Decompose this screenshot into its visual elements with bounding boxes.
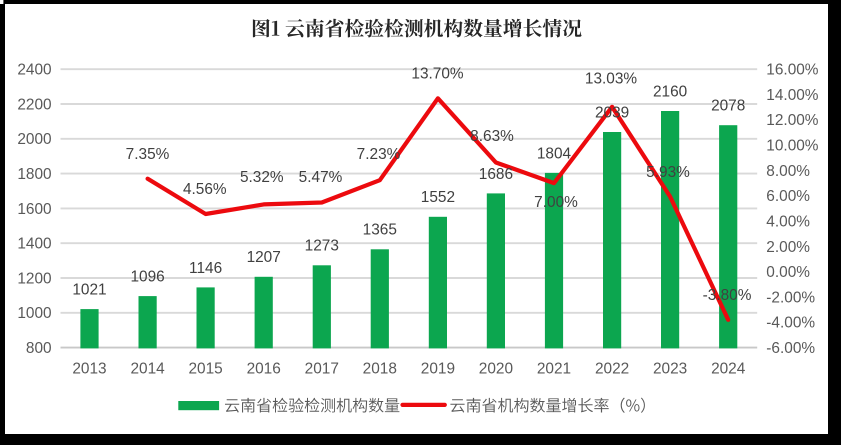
svg-text:7.00%: 7.00% [534, 194, 578, 211]
svg-text:0.00%: 0.00% [766, 264, 810, 281]
svg-text:1600: 1600 [17, 201, 51, 218]
svg-text:4.00%: 4.00% [766, 214, 810, 231]
svg-text:7.35%: 7.35% [126, 146, 170, 163]
svg-text:5.47%: 5.47% [299, 169, 343, 186]
svg-text:-6.00%: -6.00% [766, 340, 815, 357]
svg-text:2160: 2160 [653, 83, 687, 100]
svg-text:2078: 2078 [711, 98, 745, 115]
svg-text:1552: 1552 [421, 189, 455, 206]
svg-text:1686: 1686 [479, 166, 513, 183]
svg-text:-3.80%: -3.80% [703, 287, 752, 304]
svg-text:1021: 1021 [72, 282, 106, 299]
svg-text:2018: 2018 [363, 361, 397, 378]
svg-text:2019: 2019 [421, 361, 455, 378]
svg-text:2023: 2023 [653, 361, 687, 378]
svg-text:-4.00%: -4.00% [766, 315, 815, 332]
svg-text:2.00%: 2.00% [766, 239, 810, 256]
svg-text:2020: 2020 [479, 361, 513, 378]
svg-text:4.56%: 4.56% [183, 181, 227, 198]
svg-text:1400: 1400 [17, 236, 51, 253]
svg-text:6.00%: 6.00% [766, 188, 810, 205]
svg-text:-2.00%: -2.00% [766, 289, 815, 306]
svg-text:2022: 2022 [595, 361, 629, 378]
svg-text:2016: 2016 [247, 361, 281, 378]
svg-text:8.63%: 8.63% [470, 128, 514, 145]
svg-text:800: 800 [26, 340, 52, 357]
svg-text:2014: 2014 [130, 361, 165, 378]
svg-text:1800: 1800 [17, 166, 51, 183]
svg-text:14.00%: 14.00% [766, 87, 819, 104]
svg-text:1365: 1365 [363, 222, 397, 239]
svg-text:2000: 2000 [17, 131, 51, 148]
svg-text:1804: 1804 [537, 145, 572, 162]
svg-text:2024: 2024 [711, 361, 746, 378]
svg-text:5.32%: 5.32% [240, 169, 284, 186]
svg-text:7.23%: 7.23% [357, 146, 401, 163]
svg-text:2200: 2200 [17, 96, 51, 113]
svg-text:2400: 2400 [17, 62, 51, 79]
svg-text:1000: 1000 [17, 305, 51, 322]
svg-text:1146: 1146 [189, 260, 222, 277]
svg-text:10.00%: 10.00% [766, 138, 819, 155]
svg-text:16.00%: 16.00% [766, 62, 819, 79]
svg-text:13.03%: 13.03% [585, 71, 638, 88]
svg-text:2015: 2015 [188, 361, 222, 378]
svg-text:1207: 1207 [247, 249, 281, 266]
svg-text:1200: 1200 [17, 270, 51, 287]
svg-text:2039: 2039 [595, 104, 629, 121]
svg-text:2017: 2017 [305, 361, 339, 378]
svg-text:1273: 1273 [305, 238, 339, 255]
svg-text:2021: 2021 [537, 361, 571, 378]
svg-text:8.00%: 8.00% [766, 163, 810, 180]
svg-text:12.00%: 12.00% [766, 112, 819, 129]
svg-text:1096: 1096 [130, 269, 164, 286]
svg-text:13.70%: 13.70% [411, 66, 464, 83]
svg-text:5.93%: 5.93% [646, 164, 690, 181]
svg-text:2013: 2013 [72, 361, 106, 378]
